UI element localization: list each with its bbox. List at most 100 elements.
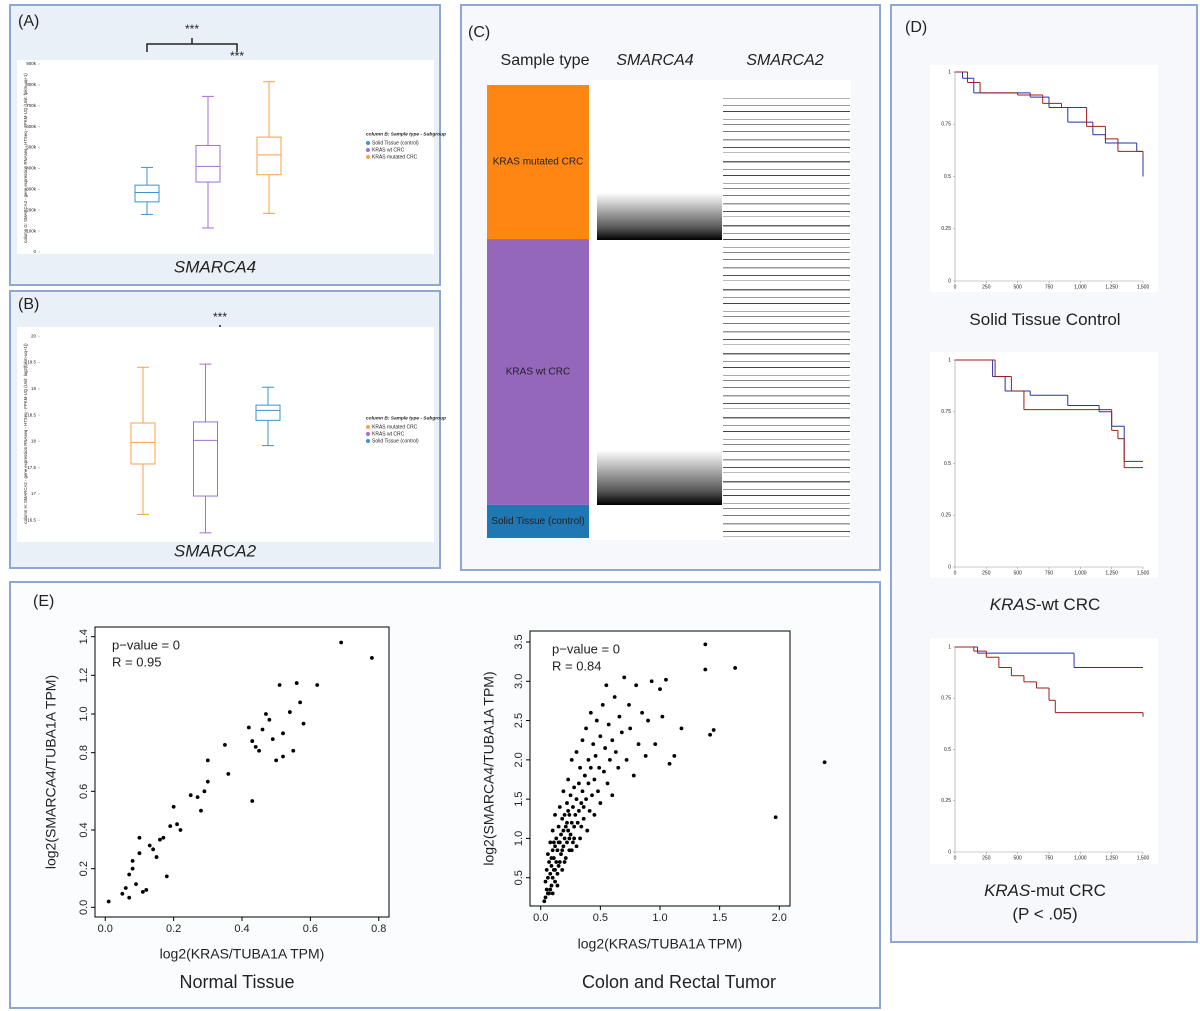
y-tick-label: 0 — [948, 564, 951, 570]
point — [547, 860, 551, 864]
caption-gene: KRAS — [984, 881, 1031, 900]
point — [586, 757, 591, 762]
point — [610, 793, 615, 798]
y-tick-label: 0 — [948, 278, 951, 284]
x-tick-label: 1,500 — [1137, 855, 1150, 861]
point — [602, 769, 606, 774]
y-tick-label: 19.5 — [27, 360, 36, 365]
x-tick-label: 2.0 — [772, 912, 787, 924]
point — [711, 728, 716, 732]
y-tick-label: 1.2 — [78, 668, 90, 683]
point — [664, 677, 668, 682]
legend-marker — [366, 439, 370, 443]
x-tick-label: 0.0 — [98, 923, 113, 935]
point — [553, 844, 557, 849]
plot-bg — [930, 65, 1158, 292]
y-tick-label: 3.0 — [513, 674, 525, 689]
caption-gene: KRAS — [990, 595, 1037, 614]
point — [563, 824, 568, 829]
point — [281, 754, 285, 759]
point — [572, 785, 577, 790]
column-header: SMARCA4 — [616, 52, 693, 69]
point — [147, 843, 152, 848]
point — [603, 746, 608, 750]
point — [773, 815, 778, 820]
point — [250, 739, 255, 743]
x-tick-label: 1.0 — [652, 912, 667, 924]
x-tick-label: 500 — [1013, 570, 1022, 576]
point — [592, 777, 597, 782]
x-tick-label: 0.0 — [533, 912, 548, 924]
point — [585, 828, 590, 833]
point — [566, 809, 571, 813]
sample-group — [487, 85, 589, 240]
point — [291, 748, 296, 753]
point — [130, 859, 135, 863]
x-tick-label: 250 — [982, 855, 991, 861]
y-tick-label: 0.75 — [941, 409, 951, 415]
legend-marker — [366, 432, 370, 436]
box — [134, 184, 160, 203]
point — [572, 836, 577, 841]
y-tick-label: 20 — [31, 333, 37, 338]
point — [569, 757, 574, 762]
point — [598, 734, 603, 739]
point — [616, 765, 621, 770]
point — [653, 742, 658, 747]
y-axis-label: log2(SMARCA4/TUBA1A TPM) — [481, 671, 497, 865]
plot-bg — [17, 327, 434, 542]
caption-text: -mut CRC — [1030, 881, 1106, 900]
y-tick-label: 18.5 — [27, 412, 36, 417]
point — [559, 832, 563, 837]
x-tick-label: 0 — [954, 570, 957, 576]
box — [195, 144, 221, 183]
point — [566, 777, 571, 782]
point — [123, 886, 128, 890]
point — [246, 725, 251, 730]
point — [624, 757, 629, 762]
point — [545, 875, 550, 880]
panel-label: (B) — [18, 296, 39, 313]
point — [556, 824, 561, 829]
annotation: p−value = 0 — [112, 637, 180, 652]
point — [130, 866, 135, 871]
x-tick-label: 500 — [1013, 284, 1022, 290]
point — [568, 832, 573, 837]
point — [315, 683, 320, 687]
caption-text: Solid Tissue Control — [969, 310, 1120, 329]
group-label: KRAS mutated CRC — [493, 157, 584, 168]
point — [370, 656, 374, 660]
plot-frame — [94, 626, 390, 918]
y-tick-label: 2.0 — [513, 752, 525, 767]
point — [573, 812, 578, 817]
legend-title: column B: Sample type - Subgroup — [366, 415, 446, 421]
point — [127, 895, 132, 900]
point — [195, 795, 200, 800]
x-axis-label: log2(KRAS/TUBA1A TPM) — [578, 936, 743, 952]
y-tick-label: 600k — [26, 124, 37, 129]
y-tick-label: 0.8 — [78, 745, 90, 760]
point — [571, 805, 575, 809]
heatmap-smarca2 — [723, 98, 850, 538]
y-tick-label: 400k — [26, 166, 37, 171]
caption: SMARCA2 — [174, 541, 257, 560]
x-tick-label: 750 — [1045, 284, 1054, 290]
significance: *** — [185, 22, 199, 36]
point — [605, 781, 610, 786]
point — [561, 828, 566, 833]
point — [543, 879, 548, 884]
point — [549, 864, 554, 868]
x-tick-label: 500 — [1013, 855, 1022, 861]
y-tick-label: 3.5 — [513, 634, 525, 649]
point — [199, 808, 203, 813]
point — [178, 828, 183, 832]
point — [250, 799, 255, 803]
y-tick-label: 1 — [948, 69, 951, 75]
point — [188, 793, 193, 798]
point — [600, 702, 605, 707]
point — [168, 824, 173, 829]
group-label: KRAS wt CRC — [506, 367, 570, 378]
point — [636, 742, 641, 747]
point — [592, 812, 597, 817]
